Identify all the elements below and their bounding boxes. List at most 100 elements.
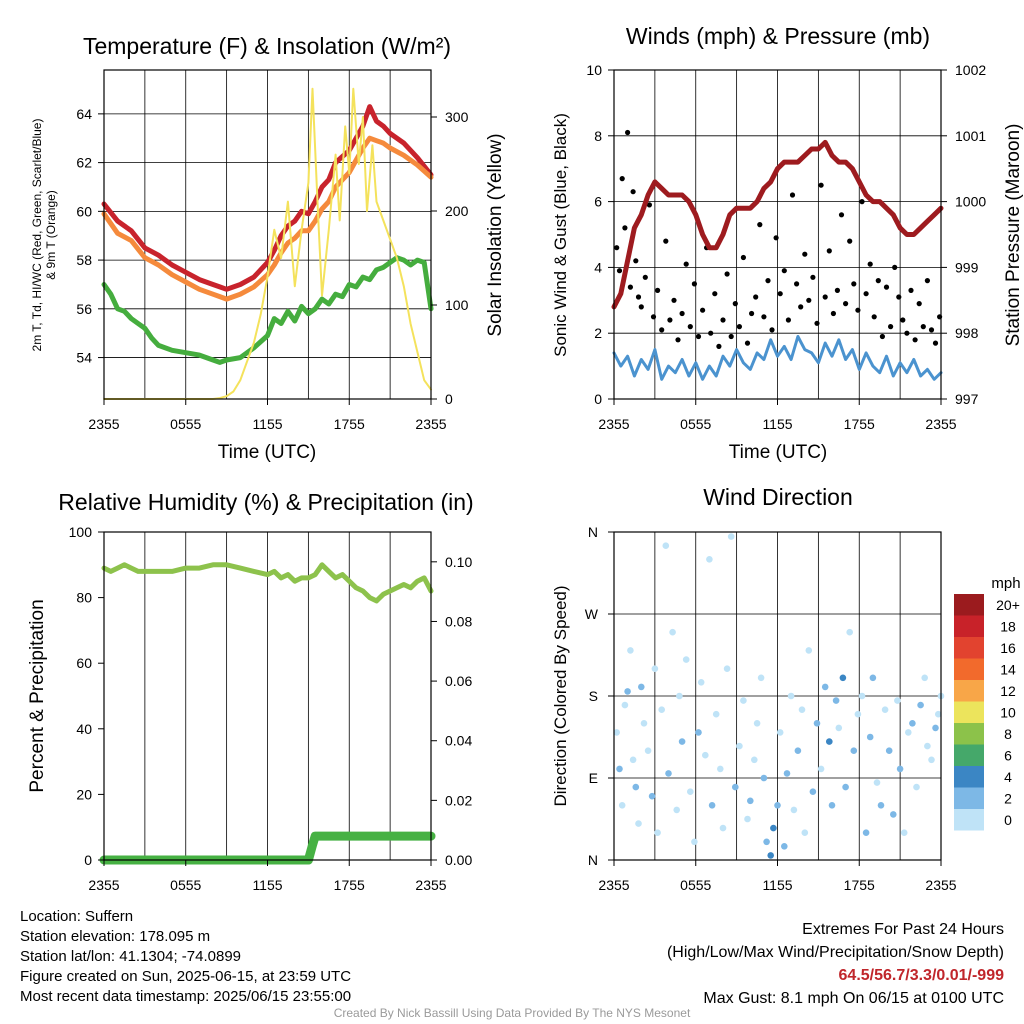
direction-point xyxy=(787,692,795,700)
winds-gust-point xyxy=(798,304,804,310)
direction-point xyxy=(774,802,781,809)
winds-gust-point xyxy=(802,251,808,257)
temperature-ytick-label: 56 xyxy=(76,301,92,317)
winds-gust-point xyxy=(826,248,832,254)
winds-gust-point xyxy=(622,225,628,231)
temperature-panel: Temperature (F) & Insolation (W/m²) 2m T… xyxy=(30,33,506,463)
winds-gust-point xyxy=(708,330,714,336)
humidity-xtick-label: 0555 xyxy=(170,877,201,893)
direction-point xyxy=(854,710,862,718)
station-latlon: Station lat/lon: 41.1304; -74.0899 xyxy=(20,948,242,965)
winds-y2tick-label: 998 xyxy=(955,325,979,341)
temperature-ytick-label: 60 xyxy=(76,203,92,219)
temperature-series-9m-temperature xyxy=(101,135,434,302)
winds-gust-point xyxy=(679,310,685,317)
direction-point xyxy=(881,706,889,713)
winds-xtick-label: 2355 xyxy=(598,416,629,432)
humidity-ytick-label: 100 xyxy=(69,524,93,540)
direction-panel: Wind Direction Direction (Colored By Spe… xyxy=(551,484,1021,893)
legend-swatch xyxy=(954,766,984,788)
winds-xtick-label: 1155 xyxy=(762,416,792,432)
winds-gust-point xyxy=(822,294,828,300)
winds-gust-point xyxy=(789,192,796,198)
humidity-y2tick-label: 0.08 xyxy=(445,613,472,629)
direction-ytick-label: E xyxy=(589,770,598,786)
direction-ytick-label: N xyxy=(588,524,598,540)
direction-point xyxy=(753,720,761,727)
winds-xlabel: Time (UTC) xyxy=(729,442,828,463)
humidity-xtick-label: 2355 xyxy=(88,877,119,893)
winds-gust-point xyxy=(716,343,722,349)
winds-gust-point xyxy=(700,307,706,313)
direction-point xyxy=(835,724,843,732)
winds-gust-point xyxy=(749,310,755,317)
direction-point xyxy=(842,783,849,791)
winds-gust-point xyxy=(859,199,865,205)
humidity-ytick-label: 20 xyxy=(76,786,92,802)
direction-point xyxy=(805,647,813,654)
winds-series-station-pressure xyxy=(611,139,944,310)
winds-gust-point xyxy=(847,238,853,244)
winds-gust-point xyxy=(728,333,734,340)
direction-point xyxy=(858,692,866,700)
temperature-ytick-label: 58 xyxy=(76,252,92,268)
direction-point xyxy=(687,788,694,795)
direction-point xyxy=(839,674,847,682)
winds-gust-point xyxy=(683,261,689,267)
legend-swatch xyxy=(954,744,984,766)
winds-gust-point xyxy=(892,264,898,270)
winds-ytick-label: 10 xyxy=(586,62,602,78)
winds-series-sonic-wind xyxy=(612,335,943,381)
winds-ytick-label: 8 xyxy=(594,128,602,144)
winds-gust-point xyxy=(732,301,738,307)
direction-point xyxy=(632,783,640,791)
legend-label: 18 xyxy=(1000,619,1016,635)
humidity-xtick-label: 1155 xyxy=(252,877,282,893)
winds-gust-point xyxy=(810,274,816,280)
direction-point xyxy=(658,706,665,713)
direction-point xyxy=(935,710,942,718)
extremes-fields: (High/Low/Max Wind/Precipitation/Snow De… xyxy=(666,944,1004,961)
direction-point xyxy=(924,742,931,750)
direction-point xyxy=(783,770,791,777)
winds-gust-point xyxy=(806,297,812,303)
winds-gust-point xyxy=(773,235,779,241)
winds-xtick-label: 2355 xyxy=(925,416,956,432)
legend-label: 16 xyxy=(1000,640,1016,656)
direction-point xyxy=(770,824,777,832)
direction-point xyxy=(706,556,713,563)
legend-label: 0 xyxy=(1004,812,1012,828)
direction-point xyxy=(885,747,893,754)
winds-gust-point xyxy=(769,327,775,333)
direction-point xyxy=(654,829,661,836)
temperature-xtick-label: 1755 xyxy=(334,416,365,432)
direction-point xyxy=(676,692,683,700)
winds-gust-point xyxy=(627,284,634,290)
winds-gust-point xyxy=(691,281,698,287)
direction-point xyxy=(629,756,637,764)
direction-point xyxy=(801,829,809,836)
winds-gust-point xyxy=(635,294,642,300)
direction-point xyxy=(751,756,758,764)
direction-point xyxy=(767,852,774,859)
legend-label: 12 xyxy=(1000,683,1016,699)
winds-gust-point xyxy=(614,245,620,251)
winds-gust-point xyxy=(757,222,763,228)
direction-point xyxy=(644,747,652,754)
temperature-series-temperature xyxy=(101,104,434,292)
direction-point xyxy=(832,697,840,704)
direction-point xyxy=(932,724,939,732)
legend-label: 2 xyxy=(1004,791,1012,807)
direction-point xyxy=(862,829,870,836)
winds-xtick-label: 0555 xyxy=(680,416,711,432)
winds-y2tick-label: 999 xyxy=(955,259,979,275)
direction-point xyxy=(913,783,920,791)
direction-point xyxy=(665,770,672,777)
winds-gust-point xyxy=(695,333,702,340)
direction-point xyxy=(669,628,676,636)
winds-gust-point xyxy=(753,294,759,300)
direction-ytick-label: S xyxy=(589,688,598,704)
direction-point xyxy=(890,811,897,818)
humidity-y2tick-label: 0.10 xyxy=(445,554,472,570)
direction-point xyxy=(744,815,751,823)
